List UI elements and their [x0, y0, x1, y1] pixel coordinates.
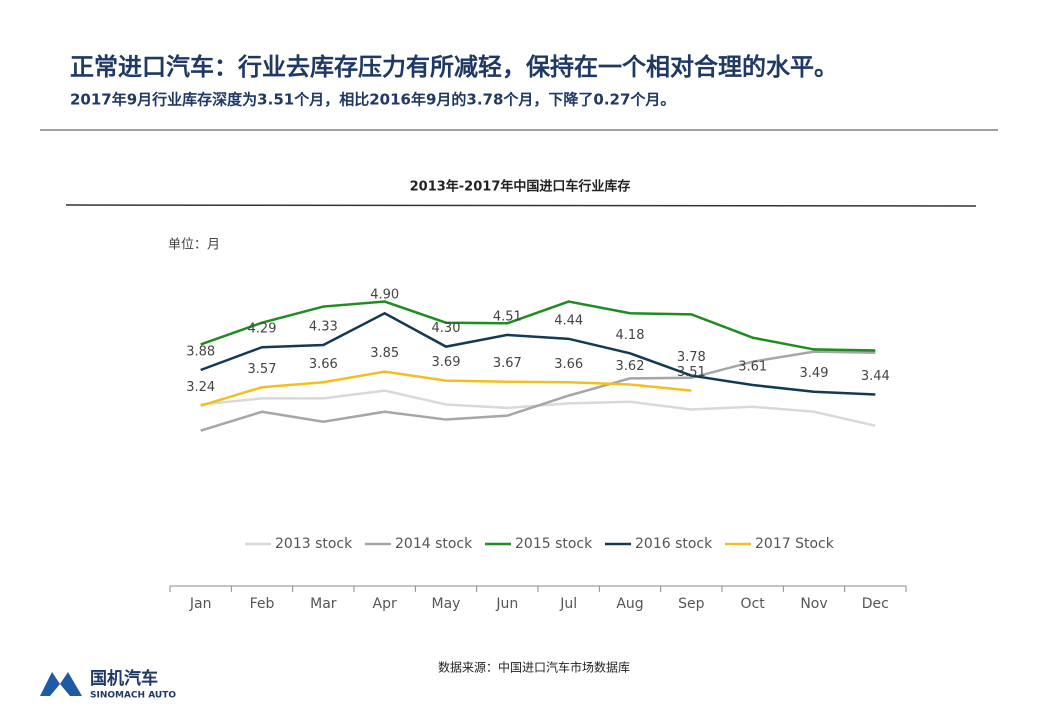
data-label: 3.61	[738, 360, 767, 375]
data-label: 4.51	[493, 309, 522, 324]
x-tick-label: Jan	[189, 596, 212, 612]
x-tick-label: Dec	[862, 596, 889, 612]
slide-subtitle: 2017年9月行业库存深度为3.51个月，相比2016年9月的3.78个月，下降…	[70, 91, 675, 109]
x-tick-label: Feb	[250, 596, 275, 612]
data-label: 4.30	[432, 321, 461, 336]
data-label: 3.51	[677, 365, 706, 380]
slide-title: 正常进口汽车：行业去库存压力有所减轻，保持在一个相对合理的水平。	[70, 53, 838, 81]
logo: 国机汽车 SINOMACH AUTO	[40, 668, 176, 701]
series-line	[200, 389, 876, 427]
x-tick-label: Jul	[559, 596, 577, 612]
x-tick-label: Oct	[741, 596, 766, 612]
x-tick-label: Mar	[310, 596, 337, 612]
data-label: 3.78	[677, 350, 706, 365]
logo-mark	[40, 672, 82, 696]
x-tick-label: Sep	[678, 596, 705, 612]
legend-label: 2014 stock	[395, 536, 473, 552]
legend-label: 2016 stock	[635, 536, 713, 552]
data-label: 3.66	[554, 357, 583, 372]
legend-label: 2015 stock	[515, 536, 593, 552]
logo-name: 国机汽车	[90, 668, 158, 689]
data-label: 3.85	[370, 346, 399, 361]
logo-english: SINOMACH AUTO	[90, 691, 176, 701]
series-line	[200, 300, 876, 352]
data-label: 4.18	[616, 328, 645, 343]
data-label: 3.88	[186, 345, 215, 360]
series-line	[200, 311, 876, 396]
data-label: 4.90	[370, 288, 399, 303]
plot: Jan Feb Mar Apr May Jun Jul Aug Sep Oct Nov Dec 2013…	[169, 288, 907, 612]
data-label: 3.66	[309, 357, 338, 372]
x-tick-label: May	[432, 596, 461, 612]
data-label: 3.57	[248, 362, 277, 377]
data-label: 3.24	[186, 380, 215, 395]
data-label: 3.69	[432, 355, 461, 370]
x-tick-label: Apr	[373, 596, 397, 612]
data-label: 4.33	[309, 319, 338, 334]
series-line	[200, 370, 692, 407]
data-label: 3.44	[861, 369, 890, 384]
legend-label: 2017 Stock	[755, 536, 835, 552]
data-label: 4.29	[248, 322, 277, 337]
data-label: 4.44	[554, 313, 583, 328]
x-tick-label: Aug	[616, 596, 643, 612]
chart-title: 2013年-2017年中国进口车行业库存	[410, 179, 631, 195]
x-tick-label: Nov	[800, 596, 827, 612]
chart-title-rule	[65, 204, 977, 207]
unit-label: 单位：月	[168, 238, 220, 253]
data-label: 3.67	[493, 356, 522, 371]
data-label: 3.62	[616, 359, 645, 374]
x-tick-label: Jun	[495, 596, 518, 612]
source: 数据来源：中国进口汽车市场数据库	[438, 660, 630, 675]
data-label: 3.49	[800, 366, 829, 381]
series-line	[200, 350, 876, 432]
legend-label: 2013 stock	[275, 536, 353, 552]
